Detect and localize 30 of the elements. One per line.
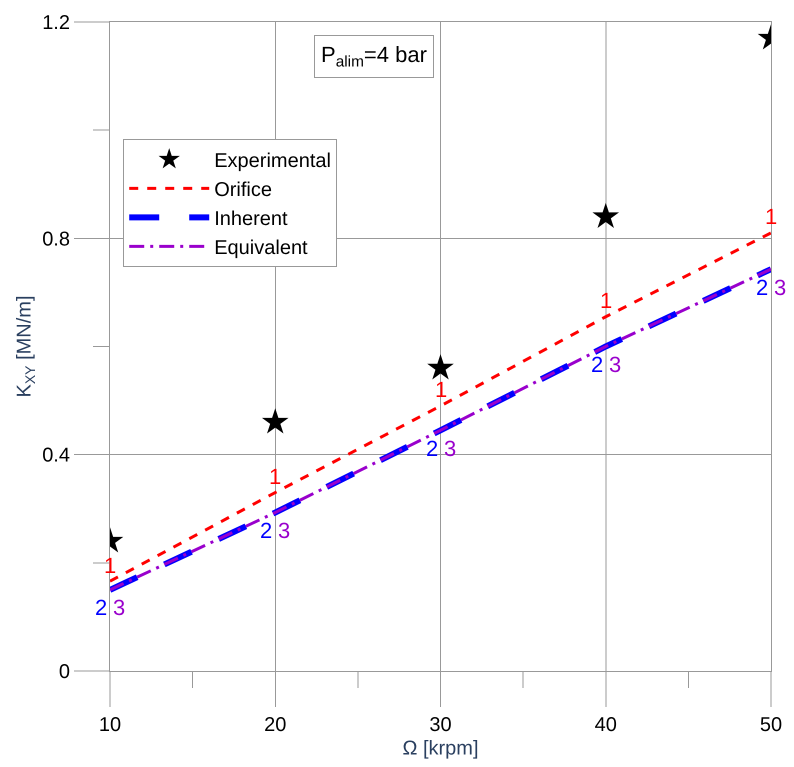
annotation: 3 xyxy=(444,436,456,461)
y-tick-label: 0 xyxy=(58,661,70,683)
annotation: 1 xyxy=(104,553,116,578)
annotation: 3 xyxy=(609,352,622,377)
annotation: 2 xyxy=(756,275,768,300)
y-tick-label: 0.8 xyxy=(42,228,70,250)
x-tick-label: 10 xyxy=(98,714,122,736)
x-tick-label: 50 xyxy=(760,714,782,736)
x-axis-title: Ω [krpm] xyxy=(402,738,479,760)
annotation: 1 xyxy=(435,377,448,402)
annotation: 2 xyxy=(591,352,604,377)
annotation: 3 xyxy=(774,275,786,300)
annotation: 2 xyxy=(426,436,438,461)
annotation: 1 xyxy=(269,464,282,489)
annotation: 3 xyxy=(278,518,290,543)
legend-label: Experimental xyxy=(214,150,331,172)
annotation: 3 xyxy=(113,595,126,620)
annotation: 2 xyxy=(95,595,108,620)
annotation: 1 xyxy=(600,288,612,313)
x-tick-label: 40 xyxy=(594,714,617,736)
annotation: 2 xyxy=(260,518,272,543)
y-tick-label: 1.2 xyxy=(42,12,70,34)
x-tick-label: 20 xyxy=(264,714,286,736)
annotation: 1 xyxy=(765,204,778,229)
y-tick-label: 0.4 xyxy=(42,444,70,467)
x-tick-label: 30 xyxy=(429,714,452,736)
annotation: P$_{alim}$=4 bar xyxy=(321,42,427,71)
legend-label: Equivalent xyxy=(214,237,308,260)
legend-label: Orifice xyxy=(214,179,272,202)
legend-label: Inherent xyxy=(214,208,288,230)
